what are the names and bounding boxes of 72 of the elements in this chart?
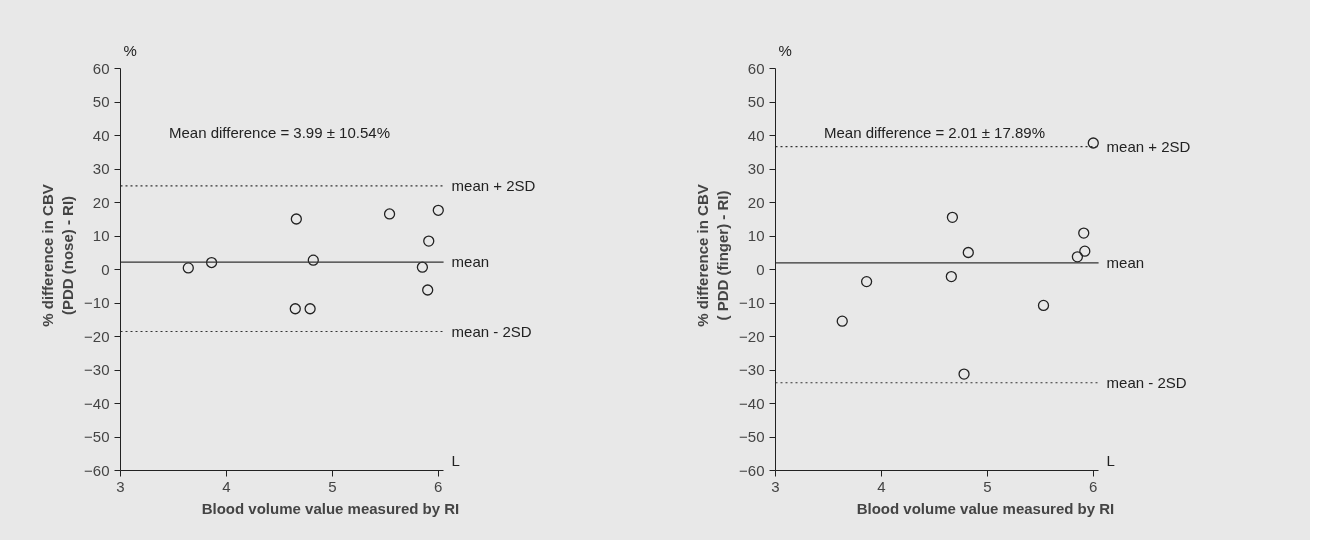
y-tick-label: 0 [101, 260, 110, 278]
point [1087, 137, 1099, 149]
x-tick-label: 6 [434, 477, 443, 495]
y-tick-label: 40 [747, 126, 765, 144]
ref-line-label: mean + 2SD [1106, 137, 1191, 155]
y-tick-label: −40 [739, 394, 765, 412]
y-tick-label: −60 [739, 461, 765, 479]
annotation: Mean difference = 2.01 ± 17.89% [823, 123, 1045, 141]
y-axis-title: % difference in CBV ( PDD (finger) - RI) [693, 184, 732, 327]
point [423, 235, 435, 247]
point [945, 270, 957, 283]
point [1037, 299, 1050, 312]
y-tick-label: 10 [747, 227, 765, 245]
point [205, 256, 218, 269]
point [1071, 251, 1084, 263]
ref-line-label: mean [451, 253, 490, 271]
y-tick-label: 30 [747, 160, 765, 178]
y-tick-label: 40 [92, 126, 110, 144]
point [1079, 245, 1091, 257]
text: % [123, 41, 137, 59]
point [416, 261, 429, 273]
text: L [1106, 451, 1115, 469]
x-tick-label: 3 [116, 477, 125, 495]
point [836, 315, 848, 327]
text: % [778, 41, 792, 59]
y-tick-label: −30 [739, 361, 765, 379]
point [289, 303, 301, 315]
x-axis-title: Blood volume value measured by RI [201, 499, 460, 517]
y-tick-label: −20 [739, 327, 765, 345]
y-tick-label: 50 [747, 93, 765, 111]
x-tick-label: 5 [328, 477, 337, 495]
y-tick-label: 60 [747, 59, 765, 77]
y-tick-label: 50 [92, 93, 110, 111]
text: L [451, 451, 460, 469]
point [1078, 227, 1090, 239]
y-tick-label: 30 [92, 160, 110, 178]
point [962, 246, 974, 259]
y-tick-label: −30 [84, 361, 110, 379]
y-tick-label: −40 [84, 394, 110, 412]
y-tick-label: 0 [756, 260, 765, 278]
x-tick-label: 6 [1089, 477, 1098, 495]
x-tick-label: 4 [222, 477, 231, 495]
ref-line-label: mean - 2SD [451, 322, 532, 340]
y-tick-label: 10 [92, 227, 110, 245]
x-tick-label: 3 [771, 477, 780, 495]
y-axis-title: % difference in CBV (PDD (nose) - RI) [38, 184, 77, 327]
point [946, 211, 959, 223]
y-tick-label: 20 [92, 193, 110, 211]
y-tick-label: −10 [739, 294, 765, 312]
y-tick-label: −10 [84, 294, 110, 312]
ref-line-label: mean - 2SD [1106, 373, 1187, 391]
point [304, 303, 316, 315]
x-tick-label: 4 [877, 477, 886, 495]
y-tick-label: −50 [739, 428, 765, 446]
y-tick-label: 60 [92, 59, 110, 77]
y-tick-label: −60 [84, 461, 110, 479]
x-axis-title: Blood volume value measured by RI [856, 499, 1115, 517]
y-tick-label: −50 [84, 428, 110, 446]
point [290, 213, 302, 225]
point [383, 208, 396, 220]
ref-line-label: mean + 2SD [451, 176, 536, 194]
point [432, 204, 444, 216]
point [182, 262, 194, 274]
point [860, 275, 873, 288]
point [422, 284, 434, 296]
y-tick-label: 20 [747, 193, 765, 211]
y-tick-label: −20 [84, 327, 110, 345]
point [307, 254, 319, 266]
point [958, 368, 970, 380]
annotation: Mean difference = 3.99 ± 10.54% [168, 123, 390, 141]
x-tick-label: 5 [983, 477, 992, 495]
ref-line-label: mean [1106, 253, 1145, 271]
